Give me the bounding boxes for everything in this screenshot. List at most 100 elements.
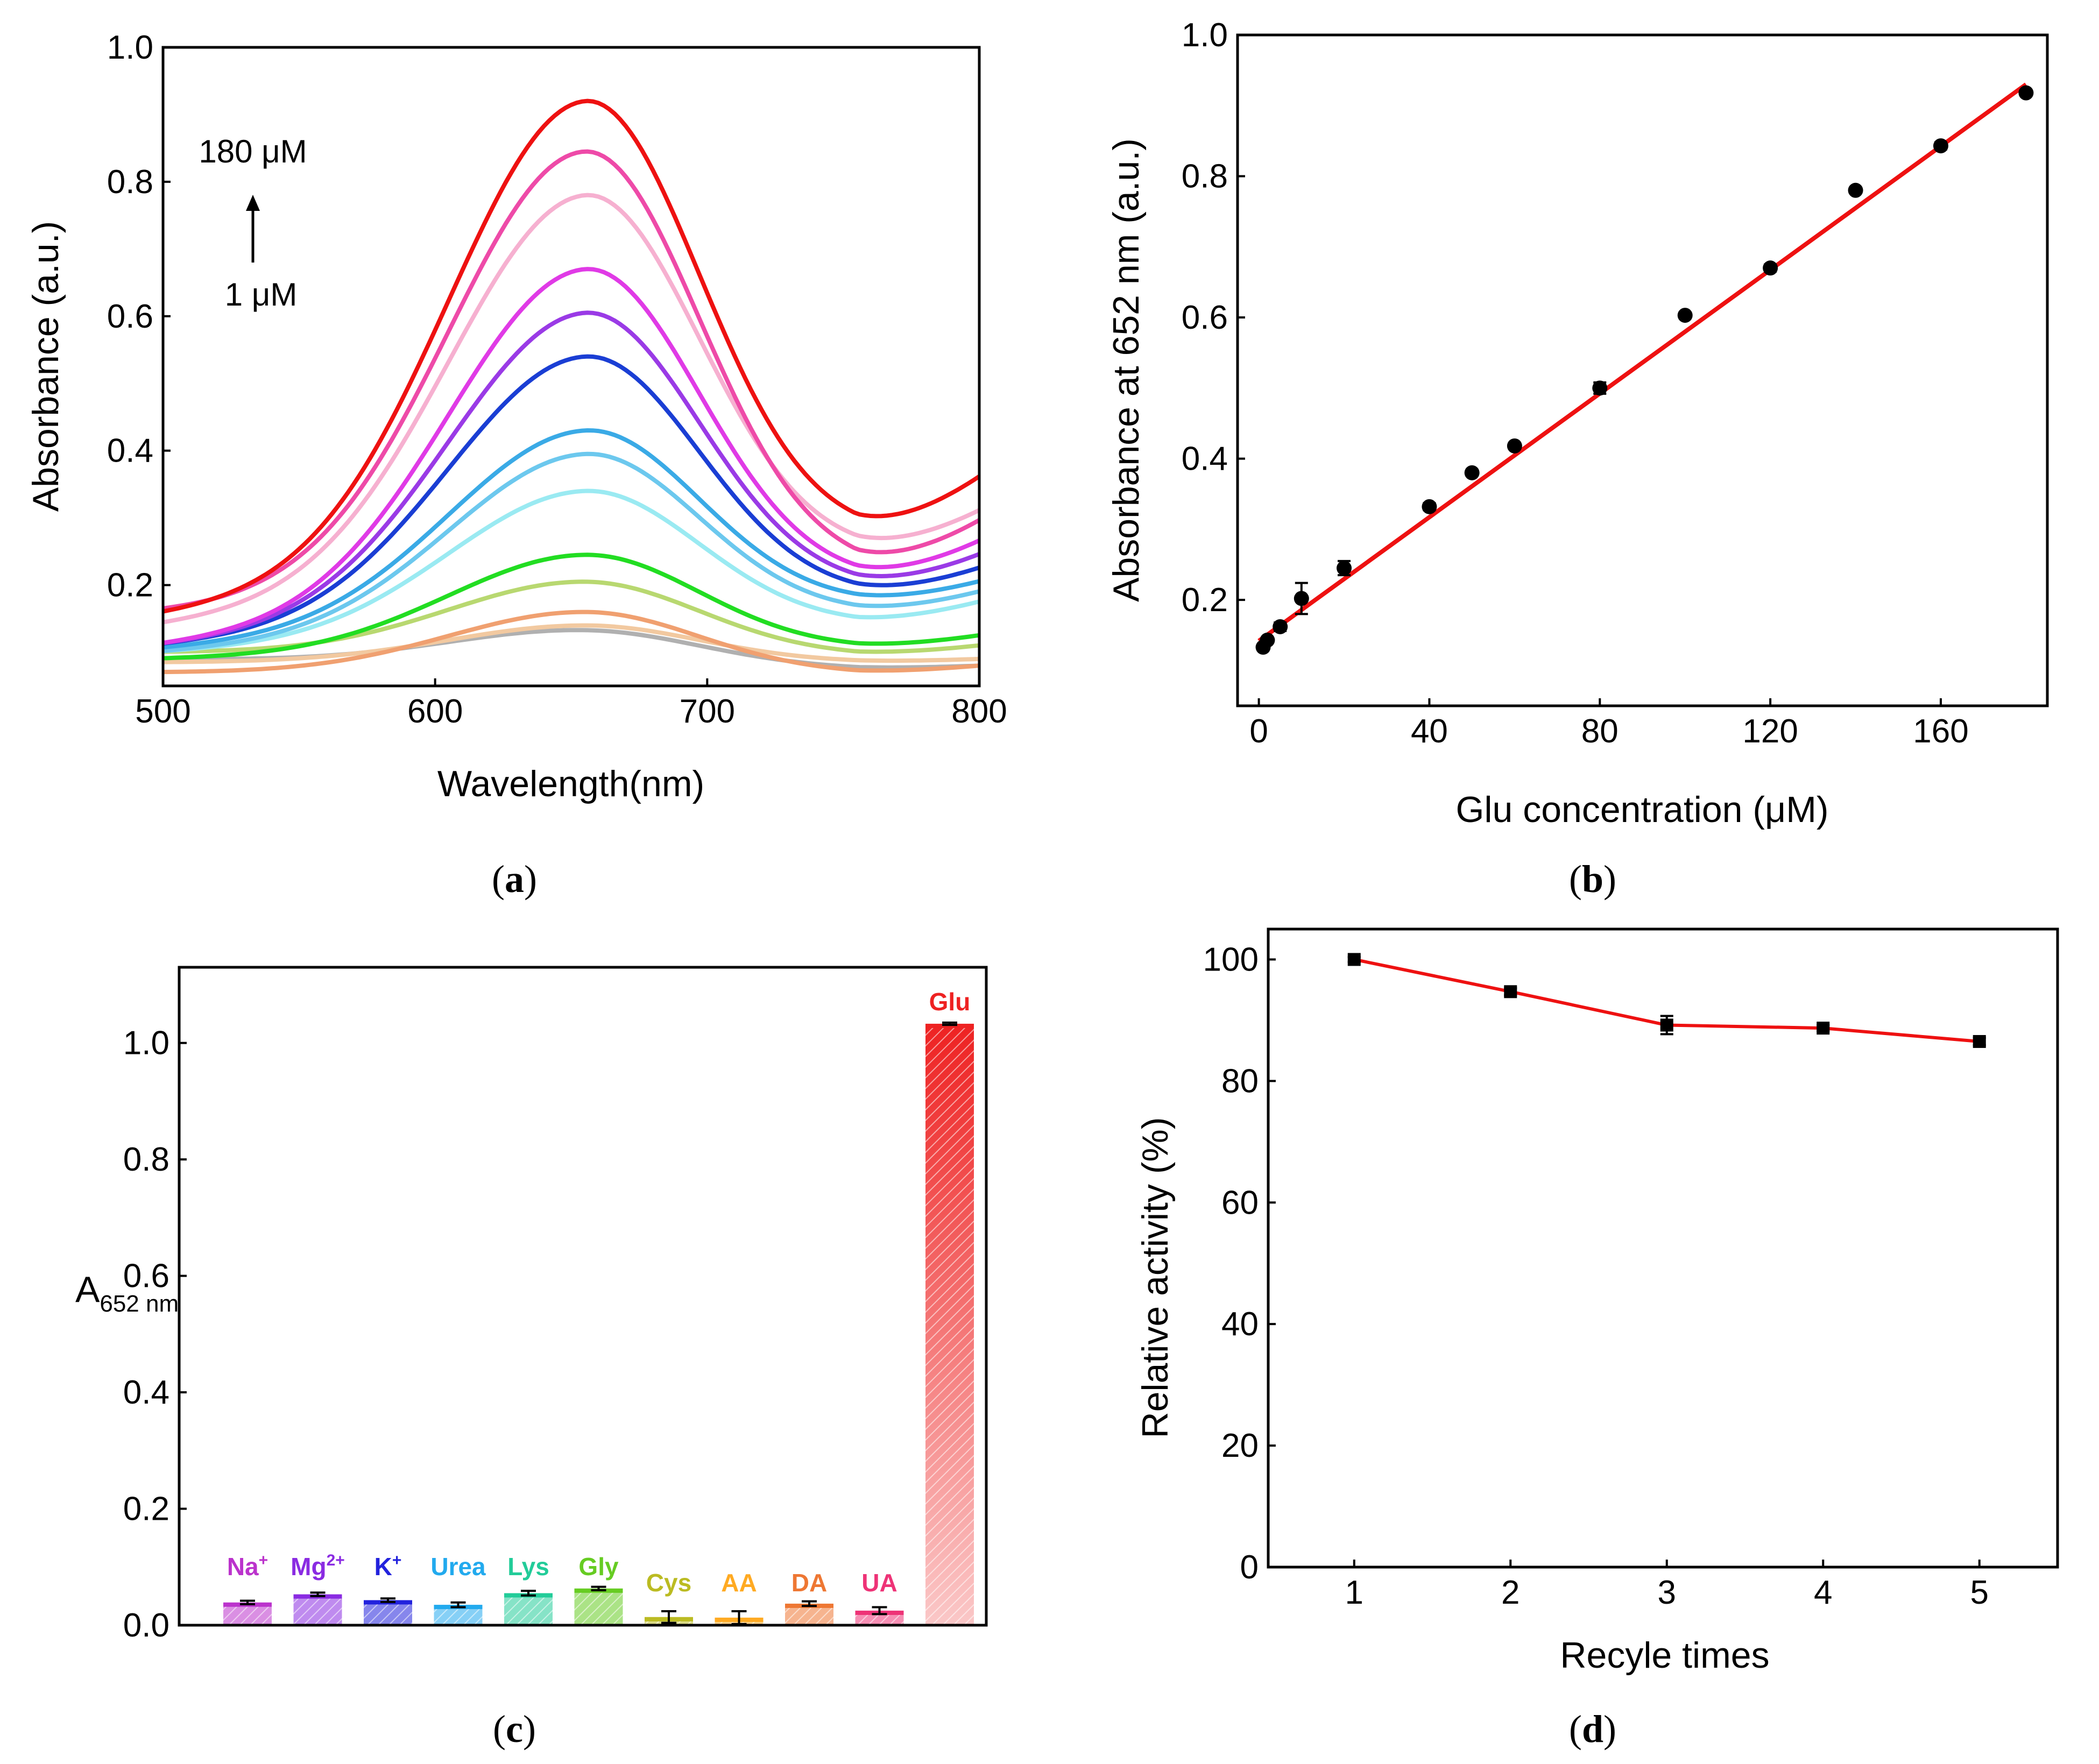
spectrum-line-s12 — [162, 193, 980, 625]
panel-b-points — [1255, 85, 2034, 655]
data-point — [1422, 499, 1437, 514]
spectrum-line-s13 — [162, 149, 980, 611]
panel-d-y-label: Relative activity (%) — [1135, 1117, 1176, 1438]
spectrum-line-s11 — [162, 267, 980, 645]
bar-label: Na+ — [227, 1552, 268, 1581]
data-point — [1507, 438, 1522, 454]
y-tick-label: 1.0 — [107, 29, 153, 66]
bar-label: UA — [861, 1569, 897, 1597]
y-tick-label: 0.4 — [107, 433, 153, 470]
y-tick-label: 0.6 — [123, 1258, 169, 1295]
spectrum-line-s10 — [162, 310, 980, 646]
bar-hatch — [925, 1023, 974, 1625]
y-tick-label: 0.2 — [1182, 582, 1228, 619]
bar-label: Urea — [430, 1553, 486, 1581]
panel-a-frame — [161, 46, 981, 688]
panel-b-label: (b) — [1569, 858, 1616, 901]
x-tick-label: 600 — [407, 693, 463, 730]
spectrum-line-s3 — [162, 610, 980, 675]
data-point — [1337, 561, 1352, 576]
y-tick-label: 0.4 — [123, 1374, 169, 1411]
x-tick-label: 4 — [1814, 1574, 1832, 1611]
spectrum-line-s6 — [162, 488, 980, 654]
panel-a-annotation-top: 180 μM — [199, 133, 307, 169]
data-point — [1504, 985, 1517, 998]
panel-b-ticks: 0 40 80 120 160 0.2 0.4 0.6 0.8 1.0 — [1182, 17, 1969, 750]
y-tick-label: 60 — [1221, 1184, 1259, 1221]
bar-label: Mg2+ — [291, 1552, 345, 1581]
spectrum-line-s7 — [162, 451, 980, 653]
spectrum-line-s8 — [162, 428, 980, 650]
panel-b-x-label: Glu concentration (μM) — [1456, 789, 1829, 830]
y-tick-label: 0.2 — [123, 1491, 169, 1528]
x-tick-label: 2 — [1501, 1574, 1520, 1611]
x-tick-label: 700 — [680, 693, 735, 730]
panel-b-fit-line — [1257, 82, 2027, 643]
panel-b-calibration: 0 40 80 120 160 0.2 0.4 0.6 0.8 1.0 Glu concentra… — [1106, 17, 2049, 901]
spectrum-line-s14 — [162, 98, 981, 614]
y-tick-label: 80 — [1221, 1062, 1259, 1100]
bar-label: AA — [721, 1569, 757, 1597]
x-tick-label: 160 — [1913, 713, 1968, 750]
data-point — [1763, 260, 1778, 276]
panel-d-label: (d) — [1569, 1708, 1616, 1751]
x-tick-label: 500 — [135, 693, 190, 730]
data-point — [1933, 138, 1948, 154]
x-tick-label: 5 — [1970, 1574, 1989, 1611]
bar-hatch — [504, 1593, 553, 1625]
data-point — [1347, 953, 1361, 966]
bar-hatch — [293, 1594, 342, 1625]
data-point — [1677, 308, 1693, 323]
x-tick-label: 120 — [1742, 713, 1798, 750]
bar-label: DA — [791, 1569, 827, 1597]
y-tick-label: 0.2 — [107, 567, 153, 604]
panel-a-arrow-head — [246, 195, 260, 211]
panel-a-x-label: Wavelength(nm) — [437, 763, 704, 804]
bar-label: Glu — [929, 988, 971, 1016]
y-tick-label: 0.8 — [123, 1141, 169, 1178]
panel-d-x-label: Recyle times — [1560, 1635, 1769, 1676]
data-point — [2018, 85, 2034, 101]
bar-label: Gly — [578, 1553, 619, 1581]
data-point — [1260, 632, 1275, 648]
panel-a-ticks: 500 600 700 800 0.2 0.4 0.6 0.8 1.0 — [107, 29, 1007, 730]
panel-a-series-group — [162, 98, 981, 675]
x-tick-label: 80 — [1581, 713, 1619, 750]
y-tick-label: 0 — [1240, 1549, 1259, 1586]
panel-b-frame — [1236, 33, 2049, 707]
panel-a-label: (a) — [492, 858, 537, 901]
y-tick-label: 20 — [1221, 1427, 1259, 1464]
panel-d-recycling: 1 2 3 4 5 0 20 40 60 80 100 Recyle times Relative … — [1135, 927, 2059, 1751]
spectrum-line-s5 — [162, 552, 980, 661]
data-point — [1273, 619, 1288, 634]
bar-label: K+ — [374, 1552, 402, 1581]
x-tick-label: 40 — [1411, 713, 1448, 750]
data-point — [1817, 1022, 1830, 1035]
data-point — [1973, 1035, 1986, 1048]
x-tick-label: 1 — [1345, 1574, 1363, 1611]
panel-c-y-label: A652 nm — [75, 1269, 179, 1317]
data-point — [1660, 1018, 1673, 1032]
spectrum-line-s9 — [162, 354, 980, 646]
panel-c-frame — [178, 966, 988, 1627]
panel-c-ticks: 0.0 0.2 0.4 0.6 0.8 1.0 — [123, 1025, 187, 1644]
y-tick-label: 0.0 — [123, 1607, 169, 1644]
x-tick-label: 800 — [951, 693, 1007, 730]
panel-d-ticks: 1 2 3 4 5 0 20 40 60 80 100 — [1203, 941, 1989, 1611]
panel-a-annotation-bottom: 1 μM — [225, 277, 298, 313]
x-tick-label: 3 — [1658, 1574, 1676, 1611]
y-tick-label: 1.0 — [123, 1025, 169, 1062]
panel-c-label: (c) — [493, 1708, 536, 1751]
data-point — [1848, 182, 1863, 198]
data-point — [1592, 380, 1608, 396]
y-tick-label: 0.6 — [1182, 299, 1228, 336]
panel-c-bars: Na+ Mg2+ K+ Urea Lys Gly Cys AA DA UA Glu — [223, 988, 974, 1625]
data-point — [1294, 591, 1309, 606]
y-tick-label: 0.6 — [107, 298, 153, 335]
x-tick-label: 0 — [1249, 713, 1268, 750]
panel-b-y-label: Absorbance at 652 nm (a.u.) — [1106, 138, 1147, 602]
panel-d-frame — [1267, 927, 2059, 1569]
bar-hatch — [574, 1588, 623, 1625]
